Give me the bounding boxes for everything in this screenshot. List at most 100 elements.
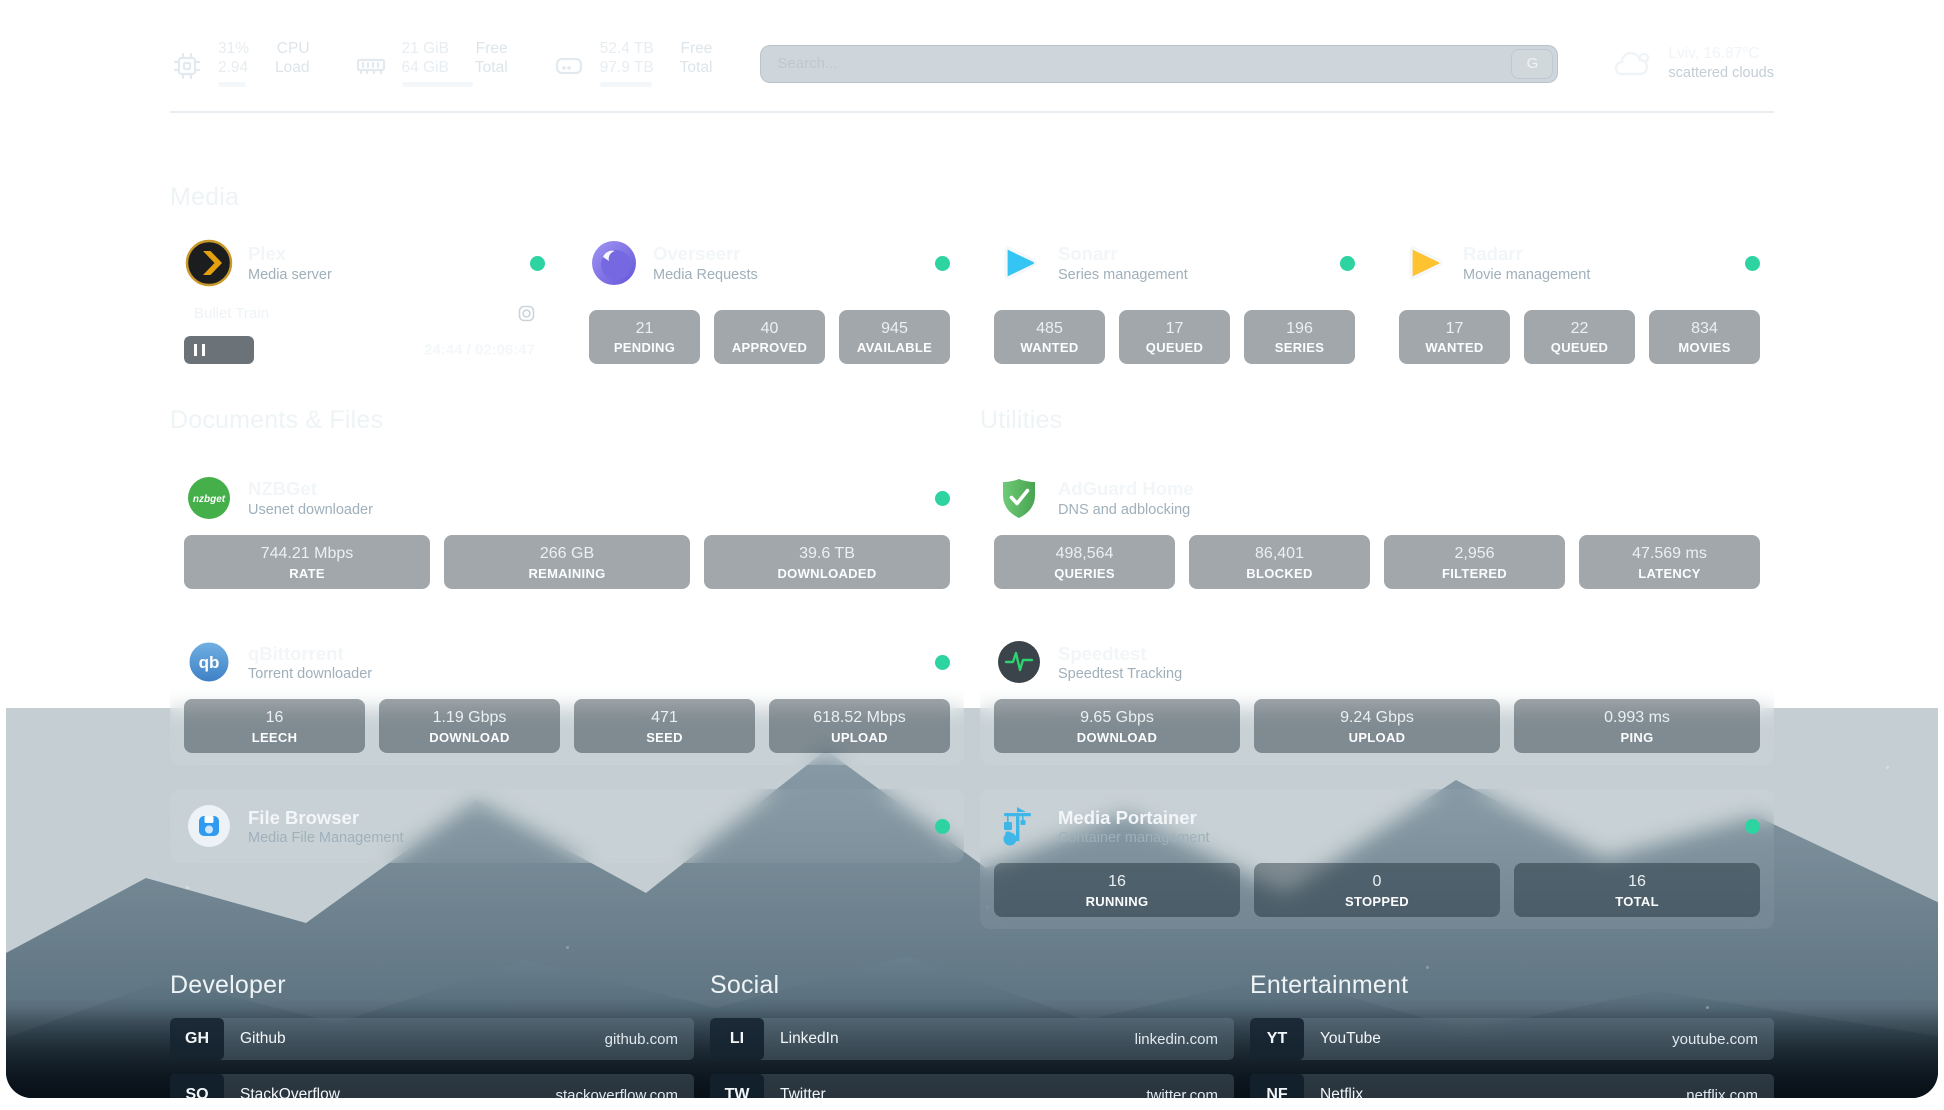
stat-wanted: 17 WANTED [1399, 309, 1510, 364]
speedtest-icon [994, 637, 1044, 687]
service-name: Sonarr [1058, 243, 1118, 265]
bookmark-url: netflix.com [1686, 1086, 1758, 1098]
cpu-bar [218, 82, 310, 87]
search-provider-button[interactable]: G [1511, 48, 1554, 79]
service-desc: Media Requests [653, 266, 758, 283]
memory-total: 64 GiB [401, 59, 449, 76]
section-title-media: Media [170, 183, 240, 211]
disk-free-label: Free [680, 40, 713, 57]
disk-widget: 52.4 TB Free 97.9 TB Total [552, 40, 713, 87]
service-name: Radarr [1463, 243, 1523, 265]
section-title-developer: Developer [170, 971, 286, 1000]
plex-icon [184, 238, 234, 288]
header-divider [170, 111, 1774, 113]
bookmark-abbr: YT [1250, 1018, 1304, 1061]
stat-downloaded: 39.6 TB DOWNLOADED [704, 535, 950, 590]
service-desc: DNS and adblocking [1058, 501, 1191, 518]
bookmark-youtube[interactable]: YT YouTube youtube.com [1250, 1018, 1774, 1061]
filebrowser-icon [184, 801, 234, 851]
memory-total-label: Total [474, 59, 508, 76]
search-input[interactable] [775, 54, 1512, 73]
service-name: NZBGet [248, 478, 317, 500]
service-card-portainer[interactable]: Media Portainer Container management 16 R… [980, 789, 1774, 930]
bookmark-abbr: NF [1250, 1074, 1304, 1098]
overseerr-icon [589, 238, 639, 288]
service-card-nzbget[interactable]: nzbget NZBGet Usenet downloader 74 [170, 461, 964, 602]
search-bar: G [760, 44, 1559, 83]
status-dot [1340, 255, 1355, 271]
radarr-icon [1399, 238, 1449, 288]
bookmark-abbr: GH [170, 1018, 224, 1061]
bookmark-url: youtube.com [1672, 1030, 1758, 1048]
weather-location-temp: Lviv, 16.87°C [1668, 45, 1760, 62]
service-card-adguard[interactable]: AdGuard Home DNS and adblocking 498,564 Q… [980, 461, 1774, 602]
resource-widgets: 31% CPU 2.94 Load [170, 40, 713, 87]
cpu-load: 2.94 [218, 59, 249, 76]
service-desc: Media server [248, 266, 332, 283]
section-title-social: Social [710, 971, 780, 1000]
bookmark-abbr: LI [710, 1018, 764, 1061]
stat-pending: 21 PENDING [589, 309, 700, 364]
bookmark-twitter[interactable]: TW Twitter twitter.com [710, 1074, 1234, 1098]
stat-stopped: 0 STOPPED [1254, 863, 1500, 918]
status-dot [1745, 255, 1760, 271]
service-name: Media Portainer [1058, 806, 1197, 828]
stat-rate: 744.21 Mbps RATE [184, 535, 430, 590]
disk-free: 52.4 TB [599, 40, 654, 57]
service-card-filebrowser[interactable]: File Browser Media File Management [170, 789, 964, 864]
cpu-usage-label: CPU [276, 40, 310, 57]
service-desc: Usenet downloader [248, 501, 373, 518]
cpu-usage: 31% [218, 40, 250, 57]
bookmark-name: StackOverflow [240, 1086, 340, 1098]
bookmark-url: linkedin.com [1134, 1030, 1218, 1048]
service-desc: Series management [1058, 266, 1188, 283]
stat-available: 945 AVAILABLE [839, 309, 950, 364]
svg-text:nzbget: nzbget [193, 494, 226, 505]
bookmark-abbr: TW [710, 1074, 764, 1098]
qbittorrent-icon: qb [184, 637, 234, 687]
nzbget-icon: nzbget [184, 473, 234, 523]
adguard-icon [994, 473, 1044, 523]
stat-filtered: 2,956 FILTERED [1384, 535, 1565, 590]
service-desc: Media File Management [248, 829, 404, 846]
service-card-plex[interactable]: Plex Media server Bullet Train 24:44 [170, 226, 559, 376]
service-card-qbittorrent[interactable]: qb qBittorrent Torrent downloader [170, 625, 964, 766]
memory-bar [401, 82, 508, 87]
status-dot [530, 255, 545, 271]
memory-icon [356, 58, 385, 75]
bookmark-netflix[interactable]: NF Netflix netflix.com [1250, 1074, 1774, 1098]
stat-blocked: 86,401 BLOCKED [1189, 535, 1370, 590]
disk-icon [555, 57, 582, 75]
stat-queued: 22 QUEUED [1524, 309, 1635, 364]
playback-progress: 24:44 / 02:06:47 [184, 336, 545, 364]
bookmark-name: Github [240, 1030, 286, 1048]
stat-approved: 40 APPROVED [714, 309, 825, 364]
top-bar: 31% CPU 2.94 Load [170, 40, 1774, 87]
bookmark-stackoverflow[interactable]: SO StackOverflow stackoverflow.com [170, 1074, 694, 1098]
bookmark-github[interactable]: GH Github github.com [170, 1018, 694, 1061]
service-desc: Torrent downloader [248, 665, 373, 682]
section-title-documents: Documents & Files [170, 406, 384, 434]
cpu-icon [173, 52, 201, 80]
service-card-speedtest[interactable]: Speedtest Speedtest Tracking 9.65 Gbps DO… [980, 625, 1774, 766]
bookmark-linkedin[interactable]: LI LinkedIn linkedin.com [710, 1018, 1234, 1061]
stat-series: 196 SERIES [1244, 309, 1355, 364]
service-card-overseerr[interactable]: Overseerr Media Requests 21 PENDING 40 APP… [575, 226, 964, 376]
sonarr-icon [994, 238, 1044, 288]
bookmark-name: Twitter [780, 1086, 826, 1098]
memory-free-label: Free [475, 40, 508, 57]
service-card-radarr[interactable]: Radarr Movie management 17 WANTED 22 QUEUE… [1385, 226, 1774, 376]
section-title-utilities: Utilities [980, 406, 1063, 434]
stat-seed: 471 SEED [574, 699, 755, 754]
service-name: Overseerr [653, 243, 741, 265]
stat-wanted: 485 WANTED [994, 309, 1105, 364]
stat-upload: 9.24 Gbps UPLOAD [1254, 699, 1500, 754]
service-desc: Speedtest Tracking [1058, 665, 1183, 682]
weather-widget: Lviv, 16.87°C scattered clouds [1610, 44, 1774, 83]
memory-widget: 21 GiB Free 64 GiB Total [354, 40, 508, 87]
memory-free: 21 GiB [401, 40, 449, 57]
service-card-sonarr[interactable]: Sonarr Series management 485 WANTED 17 QUE… [980, 226, 1369, 376]
bookmark-url: stackoverflow.com [555, 1086, 678, 1098]
portainer-icon [994, 801, 1044, 851]
service-name: Speedtest [1058, 642, 1147, 664]
